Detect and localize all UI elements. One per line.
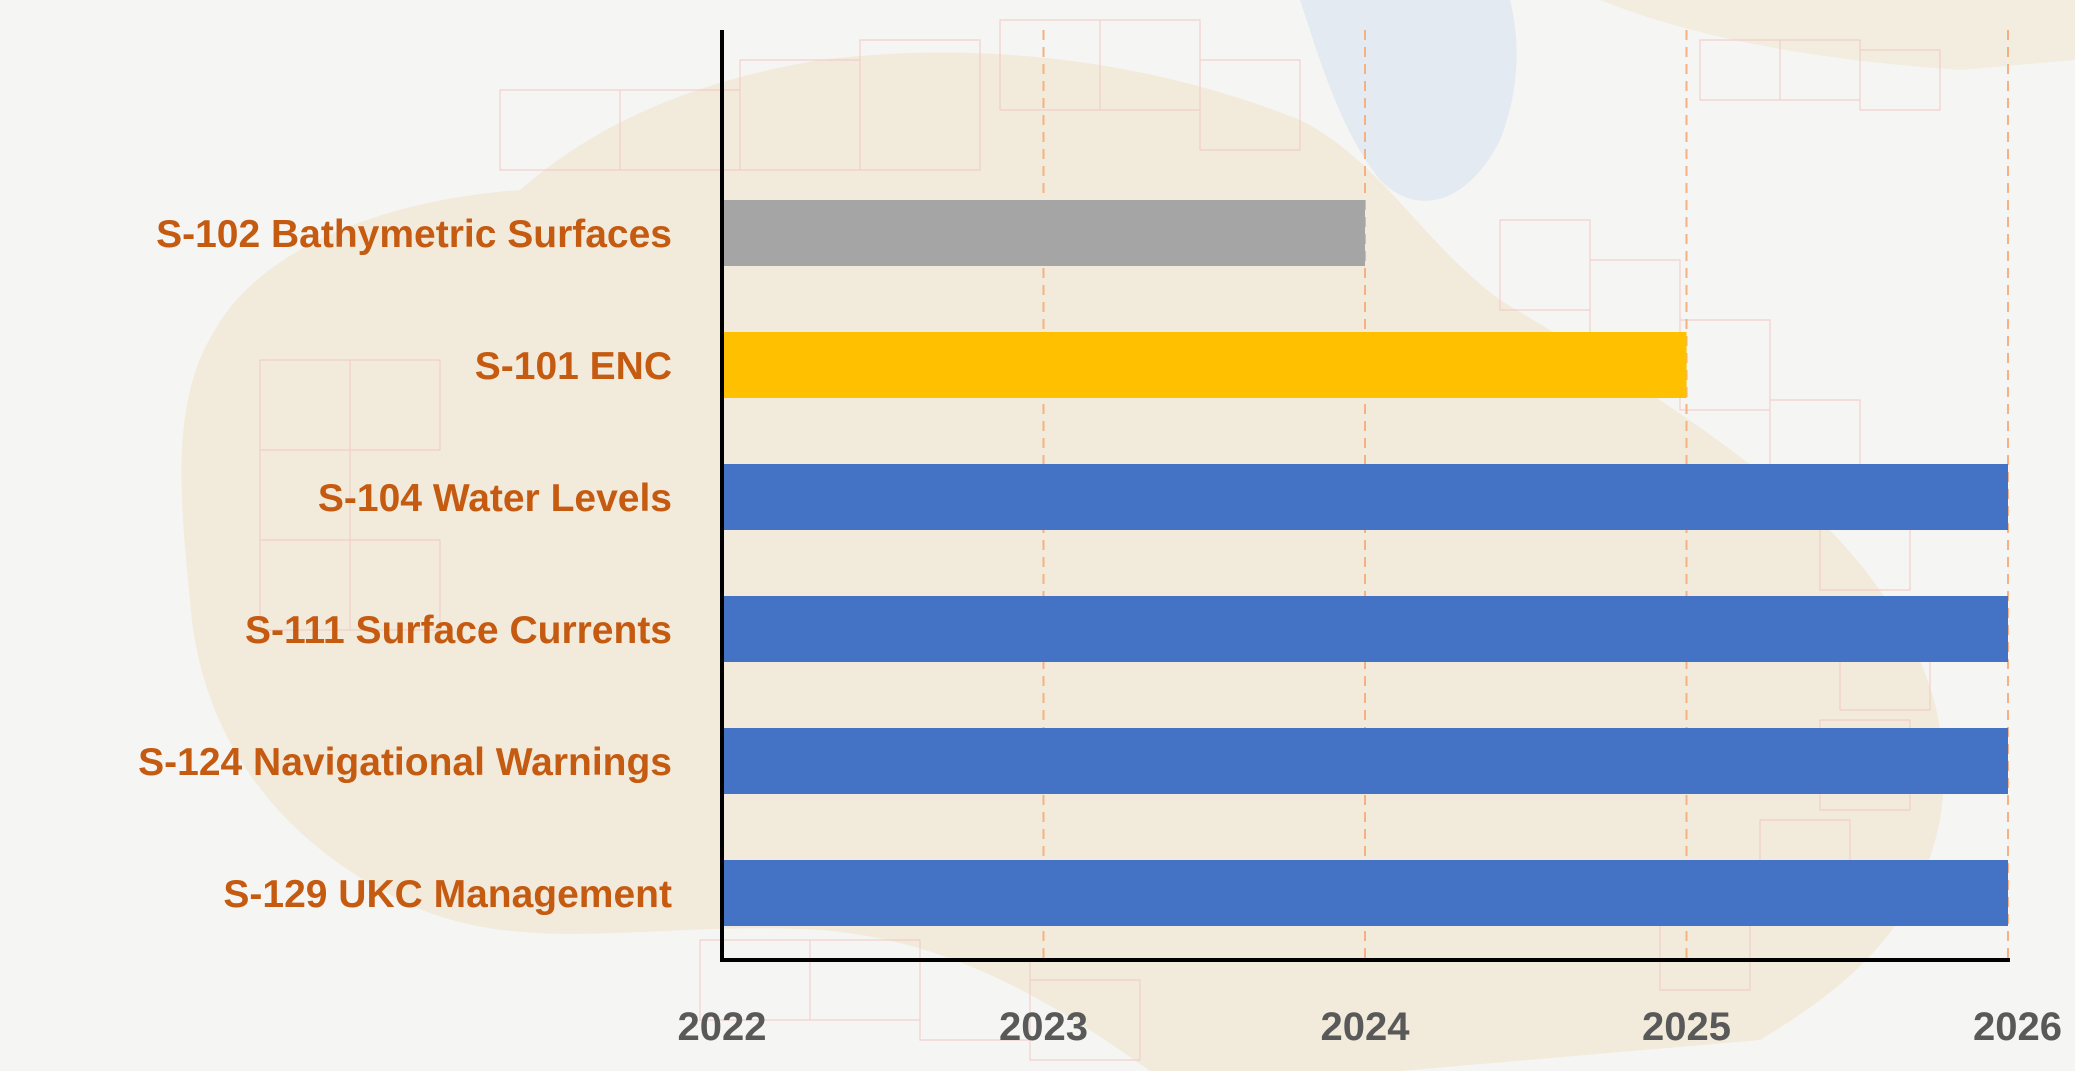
tick-labels: 2022 2023 2024 2025 2026 xyxy=(678,1005,2062,1049)
category-label: S-111 Surface Currents xyxy=(245,609,672,652)
x-tick-label-2024: 2024 xyxy=(1321,1005,1411,1049)
bar-4 xyxy=(722,596,2008,662)
category-label: S-124 Navigational Warnings xyxy=(138,741,672,784)
category-label: S-129 UKC Management xyxy=(223,873,672,916)
x-tick-label-2023: 2023 xyxy=(999,1005,1088,1049)
category-label: S-102 Bathymetric Surfaces xyxy=(156,213,672,256)
category-label: S-101 ENC xyxy=(475,345,672,388)
x-tick-label-2022: 2022 xyxy=(678,1005,767,1049)
bar-6 xyxy=(722,860,2008,926)
x-tick-label-2026: 2026 xyxy=(1973,1005,2062,1049)
bar-5 xyxy=(722,728,2008,794)
axes xyxy=(720,30,2010,962)
category-label: S-104 Water Levels xyxy=(318,477,672,520)
x-tick-label-2025: 2025 xyxy=(1642,1005,1731,1049)
bar-2 xyxy=(722,332,1687,398)
bars xyxy=(722,200,2008,926)
category-labels: S-102 Bathymetric Surfaces S-101 ENC S-104… xyxy=(138,213,672,916)
bar-1 xyxy=(722,200,1365,266)
bar-3 xyxy=(722,464,2008,530)
